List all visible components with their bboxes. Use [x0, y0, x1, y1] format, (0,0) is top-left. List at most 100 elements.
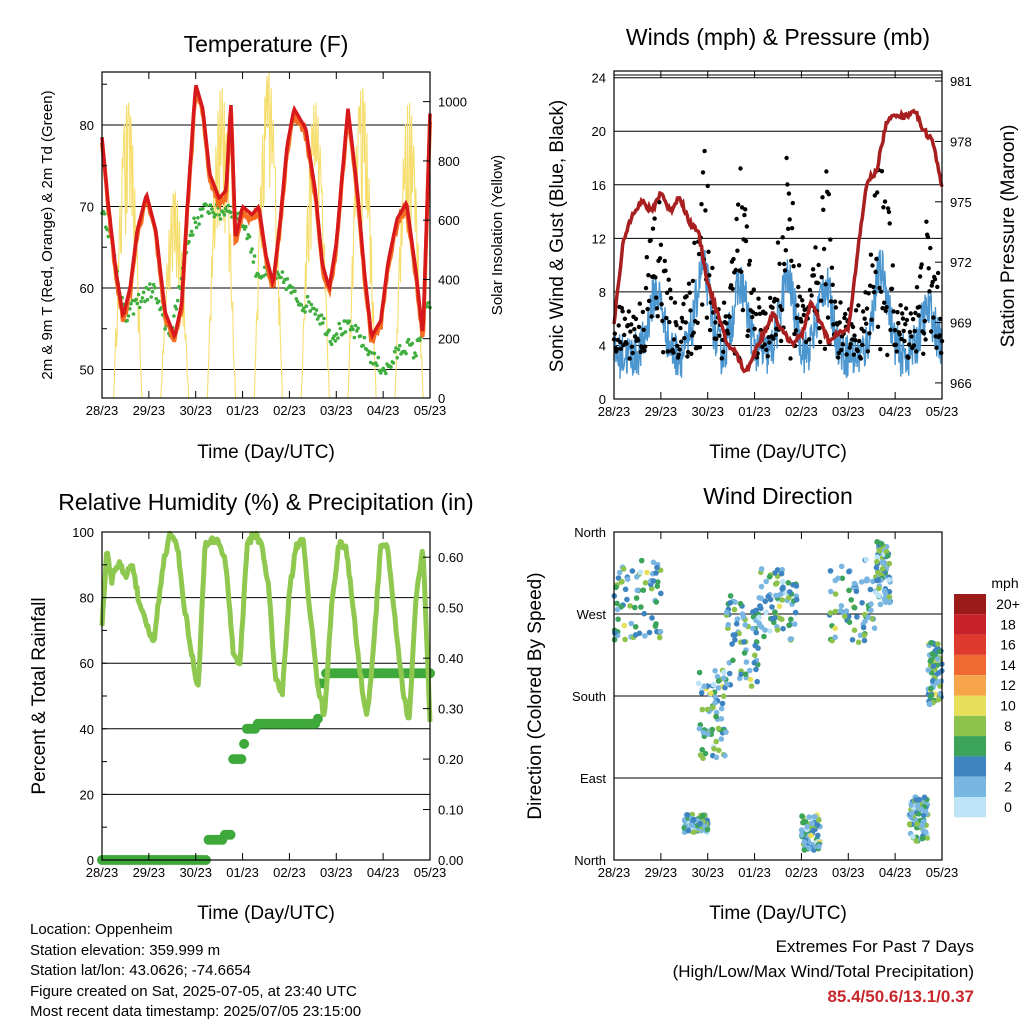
direction-point	[738, 671, 744, 677]
direction-point	[689, 811, 696, 818]
direction-point	[724, 681, 730, 687]
direction-point	[772, 570, 778, 576]
dewpoint-point	[102, 212, 107, 216]
direction-point	[868, 601, 874, 607]
direction-point	[876, 592, 882, 599]
direction-point	[632, 624, 639, 630]
dewpoint-point	[213, 212, 218, 217]
gust-point	[661, 350, 666, 355]
gust-point	[743, 238, 749, 244]
gust-point	[689, 351, 694, 356]
gust-point	[638, 349, 643, 355]
direction-point	[648, 585, 655, 592]
y2-tick-label: 0.50	[438, 601, 463, 616]
direction-point	[747, 676, 754, 683]
direction-point	[658, 590, 664, 597]
gust-point	[824, 169, 829, 174]
gust-point	[626, 309, 631, 314]
direction-point	[846, 619, 853, 625]
winds-frame	[613, 70, 943, 400]
gust-point	[895, 310, 900, 315]
dewpoint-point	[293, 289, 297, 293]
gust-point	[663, 268, 668, 273]
direction-point	[814, 822, 821, 828]
gust-point	[687, 290, 692, 295]
direction-point	[750, 625, 756, 632]
direction-point	[832, 591, 839, 597]
dewpoint-point	[397, 343, 402, 348]
dewpoint-point	[414, 354, 418, 358]
direction-point	[811, 814, 817, 820]
gust-point	[847, 345, 852, 350]
dewpoint-point	[284, 287, 289, 292]
direction-point	[933, 680, 940, 686]
dewpoint-point	[153, 286, 157, 290]
direction-point	[882, 561, 888, 568]
dewpoint-point	[151, 282, 156, 287]
direction-point	[874, 539, 880, 545]
direction-point	[854, 614, 860, 620]
gust-point	[745, 333, 750, 339]
legend-label: 8	[1004, 718, 1012, 734]
gust-point	[878, 347, 883, 352]
dewpoint-point	[305, 294, 310, 299]
direction-point	[841, 613, 848, 620]
direction-point	[808, 832, 814, 839]
direction-point	[723, 729, 729, 735]
dewpoint-point	[319, 313, 324, 318]
direction-point	[718, 736, 725, 742]
gust-point	[627, 356, 632, 361]
dewpoint-point	[290, 285, 295, 290]
speed-legend: mph 20+ 18 16 14 12 10 8 6 4 2 0	[954, 575, 1020, 818]
direction-point	[654, 564, 660, 571]
direction-point	[848, 597, 854, 603]
direction-point	[716, 747, 722, 754]
direction-point	[765, 593, 771, 600]
x-tick-label: 04/23	[367, 865, 400, 880]
precip-point	[225, 829, 236, 840]
direction-point	[779, 586, 785, 592]
y-tick-label: 4	[599, 338, 606, 353]
x-tick-label: 04/23	[879, 404, 912, 419]
x-tick-label: 28/23	[86, 403, 119, 418]
direction-point	[653, 621, 659, 627]
gust-point	[821, 246, 827, 252]
direction-point	[918, 806, 925, 813]
legend-title: mph	[991, 575, 1018, 591]
dewpoint-point	[313, 312, 318, 316]
gust-point	[853, 338, 858, 343]
direction-point	[753, 629, 759, 636]
gust-point	[783, 248, 788, 253]
direction-point	[685, 827, 692, 834]
gust-point	[937, 333, 942, 338]
gust-point	[690, 278, 696, 284]
direction-point	[779, 597, 786, 603]
direction-point	[711, 746, 717, 752]
direction-point	[713, 738, 719, 745]
gust-point	[658, 242, 664, 247]
gust-point	[857, 338, 862, 344]
dewpoint-point	[365, 347, 369, 352]
direction-point	[620, 566, 627, 572]
dewpoint-point	[362, 335, 367, 340]
y-tick-label: 16	[592, 178, 606, 193]
gust-point	[684, 294, 689, 299]
temperature-frame	[101, 71, 431, 399]
gust-point	[782, 261, 787, 267]
gust-point	[675, 343, 680, 349]
gust-point	[816, 262, 821, 268]
direction-point	[702, 750, 709, 757]
direction-point	[858, 579, 865, 585]
gust-point	[705, 183, 710, 189]
winds-ylabel-left: Sonic Wind & Gust (Blue, Black)	[547, 100, 568, 372]
gust-point	[889, 286, 895, 291]
direction-point	[642, 633, 648, 639]
y2-tick-label: 400	[438, 272, 460, 287]
direction-point	[655, 579, 661, 585]
dewpoint-point	[172, 314, 176, 318]
gust-point	[671, 350, 676, 355]
direction-point	[798, 832, 805, 838]
legend-swatch	[954, 736, 986, 757]
gust-point	[733, 267, 738, 273]
direction-point	[637, 569, 644, 576]
